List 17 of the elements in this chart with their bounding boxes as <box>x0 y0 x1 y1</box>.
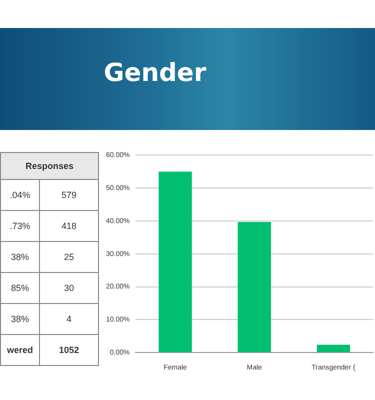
text: 38% <box>0 304 40 334</box>
text: .04% <box>0 180 40 210</box>
text: 25 <box>40 242 98 272</box>
text: 30 <box>40 272 98 304</box>
text: 418 <box>40 210 98 242</box>
text: Responses <box>0 152 98 180</box>
text: 579 <box>40 180 98 210</box>
bar <box>158 172 192 352</box>
text: .73% <box>0 210 40 242</box>
chart-title: Gender <box>102 58 208 87</box>
bar <box>316 344 350 352</box>
bar <box>238 222 271 352</box>
text: wered <box>0 334 40 366</box>
text: 4 <box>40 304 98 334</box>
text: 1052 <box>40 334 98 366</box>
text: 85% <box>0 272 40 304</box>
text: 38% <box>0 242 40 272</box>
